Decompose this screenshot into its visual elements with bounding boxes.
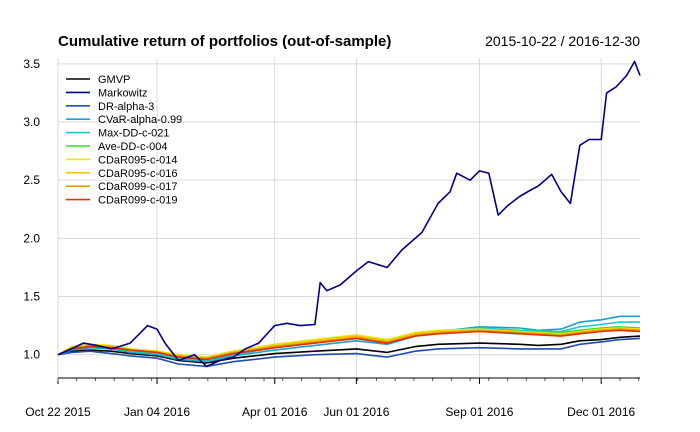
legend-label: CDaR095-c-016 (98, 168, 177, 180)
grid-lines (57, 58, 640, 378)
series-line-cvar-alpha-0-99 (57, 315, 640, 363)
legend-label: Max-DD-c-021 (98, 128, 170, 140)
y-tick-label: 1.0 (23, 348, 40, 362)
x-tick-label: Sep 01 2016 (445, 405, 513, 419)
legend-label: Ave-DD-c-004 (98, 141, 168, 153)
y-tick-label: 3.5 (23, 57, 40, 71)
x-tick-label: Oct 22 2015 (25, 405, 91, 419)
legend-label: CVaR-alpha-0.99 (98, 114, 182, 126)
series-lines (57, 60, 641, 368)
x-tick-label: Jan 04 2016 (124, 405, 190, 419)
series-line-dr-alpha-3 (57, 337, 641, 368)
x-tick-label: Apr 01 2016 (242, 405, 308, 419)
y-tick-label: 1.5 (23, 290, 40, 304)
legend-label: GMVP (98, 74, 130, 86)
legend-label: CDaR095-c-014 (98, 154, 177, 166)
series-line-cdar099-c-019 (57, 329, 641, 361)
x-tick-label: Dec 01 2016 (567, 405, 635, 419)
series-line-markowitz (57, 60, 641, 368)
x-tick-label: Jun 01 2016 (323, 405, 389, 419)
series-line-gmvp (57, 335, 641, 364)
date-range-label: 2015-10-22 / 2016-12-30 (485, 33, 640, 49)
y-tick-label: 3.0 (23, 115, 40, 129)
legend-label: CDaR099-c-019 (98, 195, 177, 207)
legend-label: DR-alpha-3 (98, 101, 154, 113)
y-tick-label: 2.5 (23, 173, 40, 187)
legend-label: Markowitz (98, 87, 148, 99)
y-tick-label: 2.0 (23, 231, 40, 245)
chart-title: Cumulative return of portfolios (out-of-… (58, 33, 391, 50)
legend-label: CDaR099-c-017 (98, 181, 177, 193)
axes: 1.0 1.5 2.0 2.5 3.0 3.5 Oct 22 2015 Jan 04 2016… (23, 57, 640, 419)
